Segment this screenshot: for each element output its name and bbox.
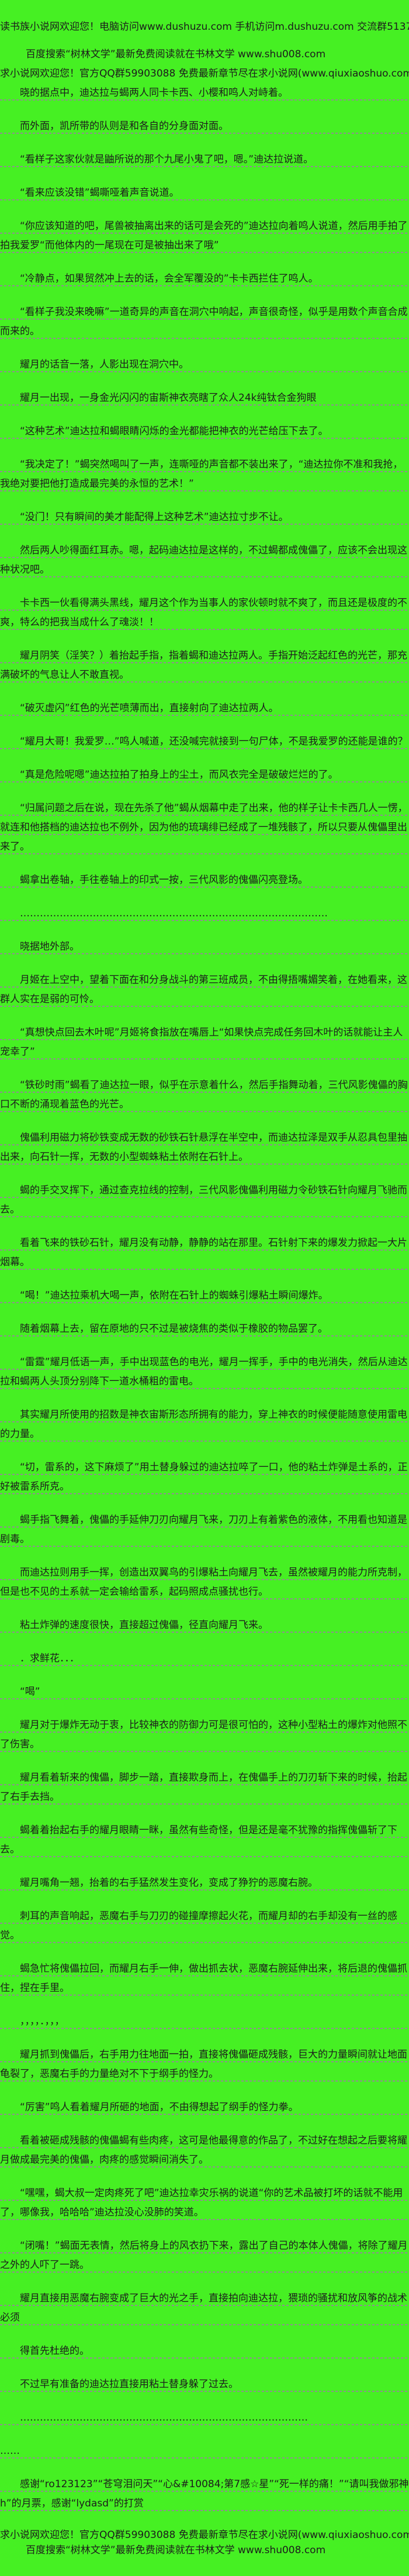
- separator-dots: ……………………………………………………………………………: [0, 2408, 409, 2428]
- story-paragraph: 耀月嘴角一翘，抬着的右手猛然发生变化，变成了狰狞的恶魔右腕。: [0, 1874, 409, 1893]
- story-paragraph: “厉害”鸣人看着耀月所砸的地面，不由得想起了纲手的怪力拳。: [0, 2098, 409, 2117]
- noise-line: ，，，，．，，，: [0, 2012, 409, 2031]
- thanks-note: 感谢“ro123123”“苍穹泪问天”“心&#10084;第7感☆星”“死一样的…: [0, 2475, 409, 2513]
- story-paragraph: 月姬在上空中，望着下面在和分身战斗的第三班成员，不由得捂嘴媚笑着，在她看来，这群…: [0, 971, 409, 1009]
- story-paragraph: 耀月的话音一落，人影出现在洞穴中。: [0, 355, 409, 375]
- story-paragraph: “真是危险呢嗯”迪达拉拍了拍身上的尘土，而风衣完全是破破烂烂的了。: [0, 766, 409, 785]
- story-paragraph: 耀月抓到傀儡后，右手用力往地面一拍，直接将傀儡砸成残骸，巨大的力量瞬间就让地面龟…: [0, 2045, 409, 2084]
- story-paragraph: 傀儡利用磁力将砂铁变成无数的砂铁石针悬浮在半空中，而迪达拉泽是双手从忍具包里抽出…: [0, 1128, 409, 1167]
- story-paragraph: 随着烟幕上去，留在原地的只不过是被烧焦的类似于橡胶的物品罢了。: [0, 1320, 409, 1339]
- story-paragraph: “喝！”迪达拉乘机大喝一声，依附在石针上的蜘蛛引爆粘土瞬间爆炸。: [0, 1286, 409, 1306]
- story-paragraph: “破灭虚闪”红色的光芒喷薄而出，直接射向了迪达拉两人。: [0, 699, 409, 718]
- story-paragraph: 蝎手指飞舞着，傀儡的手延伸刀刃向耀月飞来，刀刃上有着紫色的液体，不用看也知道是剧…: [0, 1511, 409, 1549]
- story-paragraph: “看来应该没错”蝎嘶哑着声音说道。: [0, 183, 409, 203]
- story-paragraph: “没门！只有瞬间的美才能配得上这种艺术”迪达拉寸步不让。: [0, 508, 409, 527]
- story-paragraph: 其实耀月所使用的招数是神衣宙斯形态所拥有的能力，穿上神衣的时候便能随意使用雷电的…: [0, 1405, 409, 1444]
- story-paragraph: “看样子这家伙就是鼬所说的那个九尾小鬼了吧，嗯。”迪达拉说道。: [0, 150, 409, 169]
- footer-banner-shulin: 百度搜索“树林文学”最新免费阅读就在书林文学 www.shu008.com: [26, 2544, 326, 2556]
- story-paragraph: “嘿嘿，蝎大叔一定肉疼死了吧”迪达拉幸灾乐祸的说道“你的艺术品被打坏的话就不能用…: [0, 2184, 409, 2222]
- story-paragraph: 不过早有准备的迪达拉直接用粘土替身躲了过去。: [0, 2375, 409, 2394]
- story-paragraph: “切，雷系的，这下麻烦了”用土替身躲过的迪达拉啐了一口，他的粘土炸弹是土系的，正…: [0, 1458, 409, 1497]
- site-ad-header: 读书族小说网欢迎您！电脑访问www.dushuzu.com 手机访问m.dush…: [0, 18, 409, 84]
- story-paragraph: 而外面，凯所带的队则是和各自的分身面对面。: [0, 117, 409, 136]
- story-paragraph: 看着飞来的铁砂石针，耀月没有动静，静静的站在那里。石针射下来的爆发力掀起一大片烟…: [0, 1234, 409, 1272]
- flower-request-line: ．求鲜花．．．: [0, 1649, 409, 1668]
- separator-dots: …………………………………………………………………………………: [0, 904, 409, 923]
- story-paragraph: “铁砂时雨”蝎看了迪达拉一眼，似乎在示意着什么，然后手指舞动着，三代风影傀儡的胸…: [0, 1076, 409, 1114]
- story-paragraph: “归属问题之后在说，现在先杀了他”蝎从烟幕中走了出来，他的样子让卡卡西几人一愣，…: [0, 799, 409, 857]
- story-paragraph: “你应该知道的吧，尾兽被抽离出来的话可是会死的”迪达拉向着鸣人说道，然后用手拍了…: [0, 217, 409, 255]
- site-banner-shulin: 百度搜索“树林文学”最新免费阅读就在书林文学 www.shu008.com: [26, 49, 326, 60]
- story-paragraph: 蝎着着抬起右手的耀月眼睛一眯，虽然有些奇怪，但是还是毫不犹豫的指挥傀儡斩了下去。: [0, 1821, 409, 1860]
- story-paragraph: “冷静点，如果贸然冲上去的话，会全军覆没的”卡卡西拦住了鸣人。: [0, 269, 409, 289]
- story-paragraph: “我决定了！”蝎突然喝叫了一声，连嘶哑的声音都不装出来了，“迪达拉你不准和我抢，…: [0, 455, 409, 494]
- story-paragraph: “真想快点回去木叶呢”月姬将食指放在嘴唇上“如果快点完成任务回木叶的话就能让主人…: [0, 1023, 409, 1062]
- story-paragraph: “喝”: [0, 1682, 409, 1702]
- story-paragraph: 看着被砸成残骸的傀儡蝎有些肉疼，这可是他最得意的作品了，不过好在想起之后要将耀月…: [0, 2131, 409, 2170]
- story-paragraph: “耀月大哥！我爱罗…”鸣人喊道，还没喊完就接到一句尸体，不是我爱罗的还能是谁的？: [0, 732, 409, 752]
- story-paragraph: 晓据地外部。: [0, 937, 409, 957]
- site-banner-dushuzu: 读书族小说网欢迎您！电脑访问www.dushuzu.com 手机访问m.dush…: [0, 21, 409, 33]
- story-paragraph: 耀月看着斩来的傀儡，脚步一踏，直接欺身而上，在傀儡手上的刀刃斩下来的时候，抬起了…: [0, 1768, 409, 1807]
- story-paragraph: 晓的据点中，迪达拉与蝎两人同卡卡西、小樱和鸣人对峙着。: [0, 84, 409, 103]
- site-banner-qiuxiaoshuo: 求小说网欢迎您！官方QQ群59903088 免费最新章节尽在求小说网(www.q…: [0, 68, 409, 79]
- story-paragraph: 得首先杜绝的。: [0, 2342, 409, 2361]
- story-paragraph: 蝎的手交叉挥下，通过查克拉线的控制，三代风影傀儡利用磁力令砂铁石针向耀月飞驰而去…: [0, 1181, 409, 1220]
- story-paragraph: 蝎急忙将傀儡拉回，而耀月右手一伸，做出抓去状，恶魔右腕延伸出来，将后退的傀儡抓住…: [0, 1959, 409, 1998]
- story-paragraph: 耀月直接用恶魔右腕变成了巨大的光之手，直接拍向迪达拉，猥琐的骚扰和放风筝的战术必…: [0, 2289, 409, 2328]
- story-paragraph: 耀月阴笑（淫笑？）着抬起手指，指着蝎和迪达拉两人。手指开始泛起红色的光芒，那充满…: [0, 646, 409, 685]
- site-ad-footer: 求小说网欢迎您！官方QQ群59903088 免费最新章节尽在求小说网(www.q…: [0, 2527, 409, 2558]
- story-paragraph: “闭嘴！”蝎面无表情，然后将身上的风衣扔下来，露出了自己的本体人傀儡，将除了耀月…: [0, 2236, 409, 2275]
- story-paragraph: “雷霆”耀月低语一声，手中出现蓝色的电光，耀月一挥手，手中的电光消失，然后从迪达…: [0, 1353, 409, 1391]
- story-paragraph: 而迪达拉则用手一挥，创造出双翼鸟的引爆粘土向耀月飞去，虽然被耀月的能力所克制，但…: [0, 1563, 409, 1602]
- story-paragraph: 粘土炸弹的速度很快，直接超过傀儡，径直向耀月飞来。: [0, 1616, 409, 1635]
- story-paragraph: 刺耳的声音响起，恶魔右手与刀刃的碰撞摩擦起火花，而耀月却的右手却没有一丝的感觉。: [0, 1907, 409, 1945]
- separator-dots: ……: [0, 2442, 409, 2461]
- story-paragraph: “看样子我没来晚嘛”一道奇异的声音在洞穴中响起，声音很奇怪，似乎是用数个声音合成…: [0, 303, 409, 341]
- chapter-text: 晓的据点中，迪达拉与蝎两人同卡卡西、小樱和鸣人对峙着。 而外面，凯所带的队则是和各…: [0, 84, 409, 2513]
- story-paragraph: 然后两人吵得面红耳赤。嗯，起码迪达拉是这样的，不过蝎都成傀儡了，应该不会出现这种…: [0, 541, 409, 580]
- story-paragraph: 蝎拿出卷轴，手往卷轴上的印式一按，三代风影的傀儡闪亮登场。: [0, 871, 409, 890]
- story-paragraph: 耀月对于爆炸无动于衷，比较神衣的防御力可是很可怕的，这种小型粘土的爆炸对他照不了…: [0, 1716, 409, 1754]
- story-paragraph: 耀月一出现，一身金光闪闪的宙斯神衣亮瞎了众人24k纯钛合金狗眼: [0, 389, 409, 408]
- story-paragraph: 卡卡西一伙看得满头黑线，耀月这个作为当事人的家伙顿时就不爽了，而且还是极度的不爽…: [0, 594, 409, 632]
- story-paragraph: “这种艺术”迪达拉和蝎眼睛闪烁的金光都能把神衣的光芒给压下去了。: [0, 422, 409, 441]
- footer-banner-qiuxiaoshuo: 求小说网欢迎您！官方QQ群59903088 免费最新章节尽在求小说网(www.q…: [0, 2529, 409, 2541]
